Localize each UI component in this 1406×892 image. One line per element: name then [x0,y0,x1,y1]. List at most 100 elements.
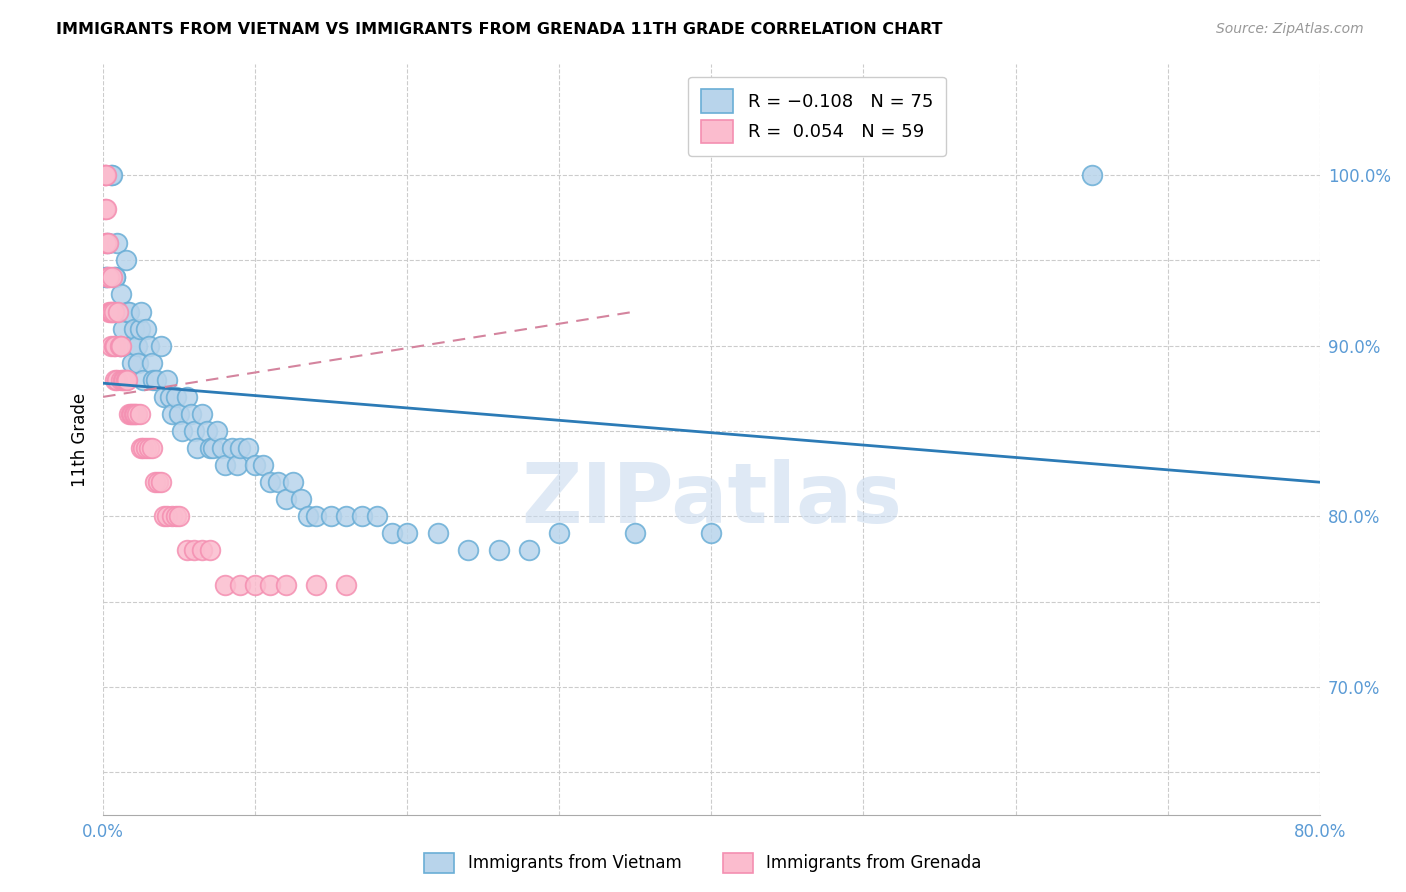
Point [156,509,179,524]
Point [167,407,190,421]
Point [131,373,153,387]
Point [191,543,214,558]
Point [396,526,419,541]
Point [97,236,120,251]
Point [138,339,160,353]
Point [124,407,146,421]
Point [98,304,121,318]
Point [153,390,176,404]
Point [104,373,127,387]
Point [143,475,166,490]
Point [111,373,134,387]
Point [104,270,127,285]
Point [366,509,388,524]
Point [229,441,252,455]
Point [96,270,118,285]
Point [159,390,181,404]
Point [153,509,176,524]
Point [245,458,267,472]
Point [335,577,357,591]
Point [381,526,404,541]
Point [305,509,328,524]
Point [245,577,267,591]
Point [259,577,281,591]
Point [131,441,153,455]
Point [96,270,118,285]
Point [335,509,357,524]
Point [128,407,150,421]
Point [624,526,647,541]
Point [548,526,571,541]
Point [112,373,135,387]
Point [93,202,115,216]
Point [201,441,224,455]
Point [128,321,150,335]
Point [100,339,122,353]
Point [101,270,124,285]
Point [97,270,120,285]
Point [236,441,259,455]
Point [176,543,198,558]
Point [191,407,214,421]
Point [290,492,312,507]
Point [426,526,449,541]
Point [135,441,157,455]
Point [129,304,152,318]
Point [117,373,139,387]
Point [205,424,228,438]
Point [110,287,132,301]
Point [1080,168,1102,182]
Point [118,304,141,318]
Point [135,321,157,335]
Point [180,407,202,421]
Point [107,304,129,318]
Point [195,424,218,438]
Point [214,458,236,472]
Point [93,168,115,182]
Legend: R = −0.108   N = 75, R =  0.054   N = 59: R = −0.108 N = 75, R = 0.054 N = 59 [688,77,946,156]
Point [97,236,120,251]
Point [160,509,183,524]
Point [211,441,233,455]
Point [104,270,127,285]
Point [96,168,118,182]
Point [108,339,131,353]
Y-axis label: 11th Grade: 11th Grade [72,392,89,486]
Point [110,339,132,353]
Point [350,509,373,524]
Point [125,407,148,421]
Point [517,543,540,558]
Point [107,304,129,318]
Point [172,424,194,438]
Point [115,373,138,387]
Point [297,509,319,524]
Point [259,475,281,490]
Point [125,339,148,353]
Point [127,356,149,370]
Point [283,475,305,490]
Point [165,509,187,524]
Point [110,373,132,387]
Point [700,526,723,541]
Point [111,321,134,335]
Point [214,577,236,591]
Point [305,577,328,591]
Point [96,202,118,216]
Point [122,321,145,335]
Point [138,441,160,455]
Point [105,236,128,251]
Point [108,339,131,353]
Point [488,543,510,558]
Point [149,475,172,490]
Point [149,339,172,353]
Point [226,458,249,472]
Point [165,390,187,404]
Point [115,253,138,268]
Point [103,304,125,318]
Point [104,339,127,353]
Point [167,509,190,524]
Point [146,475,169,490]
Point [183,424,205,438]
Point [98,270,121,285]
Point [103,339,125,353]
